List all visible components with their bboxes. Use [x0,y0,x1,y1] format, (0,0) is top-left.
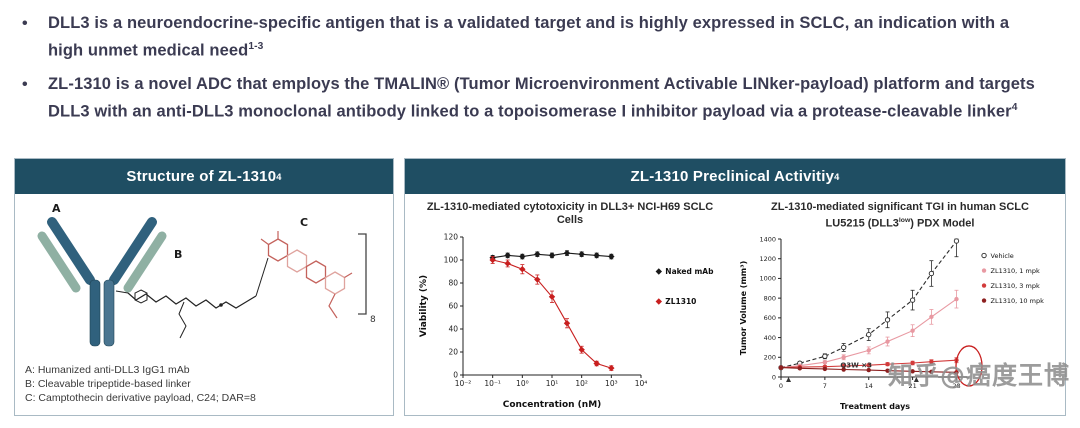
tgi-title-pre: ZL-1310-mediated significant TGI in huma… [771,201,1029,230]
bullet-item-dll3: DLL3 is a neuroendocrine-specific antige… [22,12,1038,63]
svg-text:600: 600 [764,314,776,322]
svg-text:Q3W ×3: Q3W ×3 [840,361,872,369]
svg-text:80: 80 [448,278,458,287]
svg-text:0: 0 [779,382,783,390]
structure-captions: A: Humanized anti-DLL3 IgG1 mAb B: Cleav… [15,361,393,405]
structure-panel-header: Structure of ZL-1310 4 [15,159,393,194]
svg-text:10⁻²: 10⁻² [455,379,472,388]
dar-bracket [358,233,367,315]
watermark: 知乎@癌度王博 [888,361,1071,390]
svg-text:ZL1310, 3 mpk: ZL1310, 3 mpk [991,282,1040,290]
tgi-chart: 0 7 14 21 28 0 200 400 600 800 1000 1200 1400 Treatme… [739,235,1045,411]
dar-subscript: 8 [370,315,376,325]
payload-structure-icon [260,231,353,319]
svg-text:10³: 10³ [605,379,618,388]
svg-text:400: 400 [764,334,776,342]
svg-text:ZL1310: ZL1310 [665,297,696,306]
tgi-title-sup: low [898,217,911,224]
svg-text:40: 40 [448,324,458,333]
svg-text:Concentration (nM): Concentration (nM) [503,400,602,410]
svg-text:10⁰: 10⁰ [516,379,529,388]
tgi-chart-title: ZL-1310-mediated significant TGI in huma… [735,199,1065,231]
svg-text:ZL1310, 10 mpk: ZL1310, 10 mpk [991,297,1045,305]
caption-c: C: Camptothecin derivative payload, C24;… [25,392,256,404]
label-c: C [300,216,308,229]
svg-text:1200: 1200 [759,255,776,263]
tgi-title-post: ) PDX Model [910,217,975,230]
cytotoxicity-chart: 10⁻² 10⁻¹ 10⁰ 10¹ 10² 10³ 10⁴ 0 20 40 60 80 100 120 Co… [419,232,714,410]
label-b: B [174,248,182,261]
bullet-text: ZL-1310 is a novel ADC that employs the … [48,74,1035,121]
caption-b: B: Cleavable tripeptide-based linker [25,378,191,390]
bullet-text: DLL3 is a neuroendocrine-specific antige… [48,14,1010,60]
caption-a: A: Humanized anti-DLL3 IgG1 mAb [25,364,190,376]
svg-text:0: 0 [772,373,776,381]
bullet-superscript: 1-3 [248,41,264,52]
svg-text:Naked mAb: Naked mAb [665,267,714,276]
tgi-chart-block: ZL-1310-mediated significant TGI in huma… [735,199,1065,413]
svg-text:120: 120 [444,232,459,241]
preclinical-panel-title-sup: 4 [834,171,840,182]
bullet-list: DLL3 is a neuroendocrine-specific antige… [0,0,1080,123]
preclinical-panel-header: ZL-1310 Preclinical Activitiy 4 [405,159,1065,194]
svg-text:7: 7 [823,382,827,390]
linker-structure-icon [115,257,269,339]
adc-structure-diagram: A B C 8 [37,202,376,347]
antibody-icon [37,217,167,347]
svg-text:100: 100 [444,255,459,264]
structure-panel-title: Structure of ZL-1310 [126,168,277,185]
preclinical-panel-title: ZL-1310 Preclinical Activitiy [630,168,835,185]
svg-text:Treatment days: Treatment days [840,402,910,411]
svg-text:21: 21 [908,382,916,390]
preclinical-panel-body: ZL-1310-mediated cytotoxicity in DLL3+ N… [405,194,1065,413]
structure-panel-title-sup: 4 [276,171,282,182]
svg-text:10¹: 10¹ [546,379,559,388]
cytotoxicity-chart-block: ZL-1310-mediated cytotoxicity in DLL3+ N… [405,199,735,413]
cytotoxicity-chart-title: ZL-1310-mediated cytotoxicity in DLL3+ N… [426,201,714,226]
svg-text:14: 14 [865,382,873,390]
svg-text:28: 28 [952,382,960,390]
svg-text:10²: 10² [575,379,588,388]
structure-panel-body: A B C 8 A: Humanized anti-DLL3 IgG1 mAb … [15,196,393,405]
svg-text:800: 800 [764,294,776,302]
svg-text:200: 200 [764,353,776,361]
structure-panel: Structure of ZL-1310 4 [14,158,394,416]
preclinical-panel: ZL-1310 Preclinical Activitiy 4 ZL-1310-m… [404,158,1066,416]
svg-text:60: 60 [448,301,458,310]
label-a: A [52,202,61,215]
svg-text:10⁴: 10⁴ [635,379,648,388]
svg-text:Viability (%): Viability (%) [419,275,429,337]
svg-text:ZL1310, 1 mpk: ZL1310, 1 mpk [991,267,1040,275]
svg-text:1400: 1400 [759,235,776,243]
svg-text:Vehicle: Vehicle [991,252,1014,260]
svg-text:10⁻¹: 10⁻¹ [484,379,501,388]
svg-text:Tumor Volume (mm³): Tumor Volume (mm³) [739,260,748,355]
bullet-superscript: 4 [1011,101,1018,113]
bullet-item-zl1310: ZL-1310 is a novel ADC that employs the … [22,73,1038,124]
svg-text:1000: 1000 [759,274,776,282]
svg-text:0: 0 [453,370,458,379]
svg-text:20: 20 [448,347,458,356]
